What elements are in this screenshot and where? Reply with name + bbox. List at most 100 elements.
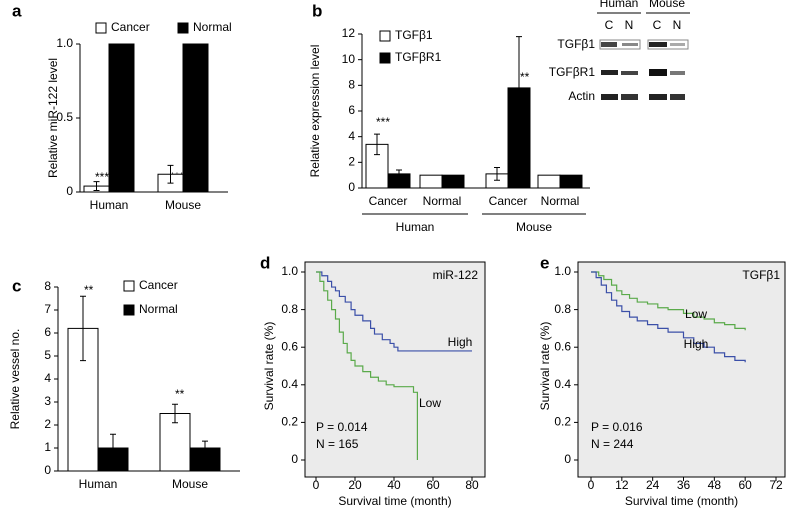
survival-curve bbox=[316, 271, 418, 460]
y-tick-label: 8 bbox=[348, 78, 355, 92]
annotation: ** bbox=[84, 283, 94, 297]
panel-label: b bbox=[312, 1, 322, 20]
bar bbox=[537, 174, 561, 189]
annotation: *** bbox=[95, 170, 109, 184]
y-axis-label: Relative vessel no. bbox=[8, 329, 22, 430]
y-tick-label: 2 bbox=[44, 417, 51, 431]
annotation: miR-122 bbox=[433, 268, 479, 282]
y-tick-label: 3 bbox=[44, 394, 51, 408]
y-tick-label: 1.0 bbox=[56, 36, 73, 50]
x-tick-label: 36 bbox=[677, 478, 691, 492]
x-tick-label: Cancer bbox=[489, 194, 528, 208]
y-tick-label: 0.8 bbox=[281, 302, 298, 316]
error-bar bbox=[172, 403, 178, 424]
legend-label: Normal bbox=[193, 20, 232, 34]
x-tick-label: Normal bbox=[541, 194, 580, 208]
y-axis-label: Survival rate (%) bbox=[538, 322, 552, 411]
error-bar bbox=[516, 36, 522, 140]
y-axis-label: Relative miR-122 level bbox=[46, 58, 60, 178]
x-axis-label: Survival time (month) bbox=[338, 494, 451, 508]
panel-label: a bbox=[12, 1, 22, 20]
blot-row: TGFβR1 bbox=[549, 65, 596, 79]
y-tick-label: 0.5 bbox=[56, 110, 73, 124]
error-bar bbox=[110, 433, 116, 463]
x-tick-label: 0 bbox=[588, 478, 595, 492]
curve-label: Low bbox=[685, 307, 707, 321]
blot-group: Mouse bbox=[649, 0, 685, 10]
x-tick-label: Human bbox=[90, 198, 129, 212]
x-tick-label: 80 bbox=[465, 478, 479, 492]
legend-swatch bbox=[379, 30, 391, 42]
y-tick-label: 0.6 bbox=[281, 339, 298, 353]
bar bbox=[419, 174, 443, 189]
plot-frame bbox=[577, 261, 786, 478]
survival-curve bbox=[591, 271, 746, 363]
x-tick-label: 40 bbox=[387, 478, 401, 492]
error-bar bbox=[396, 169, 402, 179]
legend-swatch bbox=[123, 304, 135, 316]
panel-label: e bbox=[540, 253, 549, 272]
plot-frame bbox=[304, 261, 486, 478]
error-bar bbox=[202, 440, 208, 456]
annotation: P = 0.014 bbox=[316, 420, 368, 434]
annotation: ** bbox=[175, 387, 185, 401]
y-tick-label: 2 bbox=[348, 155, 355, 169]
blot-lane: C bbox=[653, 18, 662, 32]
y-tick-label: 7 bbox=[44, 302, 51, 316]
y-tick-label: 0 bbox=[291, 452, 298, 466]
blot-lane: N bbox=[673, 18, 682, 32]
y-tick-label: 0 bbox=[44, 463, 51, 477]
y-axis-label: Survival rate (%) bbox=[262, 322, 276, 411]
y-tick-label: 6 bbox=[348, 103, 355, 117]
x-axis-label: Survival time (month) bbox=[625, 494, 738, 508]
error-bar bbox=[167, 164, 174, 184]
x-tick-label: 24 bbox=[646, 478, 660, 492]
survival-curve bbox=[591, 271, 746, 331]
y-tick-label: 0.2 bbox=[281, 415, 298, 429]
legend-swatch bbox=[177, 22, 189, 34]
x-tick-label: Mouse bbox=[172, 477, 208, 491]
annotation: ** bbox=[520, 70, 530, 84]
x-tick-label: Human bbox=[79, 477, 118, 491]
y-tick-label: 0 bbox=[66, 184, 73, 198]
x-tick-label: Mouse bbox=[165, 198, 201, 212]
y-tick-label: 0.6 bbox=[554, 339, 571, 353]
y-tick-label: 1 bbox=[44, 440, 51, 454]
y-tick-label: 0.4 bbox=[281, 377, 298, 391]
annotation: P = 0.016 bbox=[591, 420, 643, 434]
bar bbox=[441, 174, 465, 189]
x-tick-label: 12 bbox=[615, 478, 629, 492]
x-tick-label: 60 bbox=[738, 478, 752, 492]
legend-label: Cancer bbox=[139, 278, 178, 292]
y-tick-label: 4 bbox=[348, 129, 355, 143]
y-tick-label: 1.0 bbox=[281, 264, 298, 278]
error-bar bbox=[80, 295, 86, 362]
group-label: Mouse bbox=[516, 220, 552, 234]
y-tick-label: 1.0 bbox=[554, 264, 571, 278]
annotation: *** bbox=[376, 115, 390, 129]
x-tick-label: Normal bbox=[423, 194, 462, 208]
x-tick-label: 0 bbox=[313, 478, 320, 492]
y-tick-label: 10 bbox=[342, 52, 356, 66]
y-tick-label: 12 bbox=[342, 26, 356, 40]
curve-label: High bbox=[684, 337, 709, 351]
legend-swatch bbox=[379, 52, 391, 64]
x-tick-label: Cancer bbox=[369, 194, 408, 208]
blot-lane: C bbox=[605, 18, 614, 32]
blot-group: Human bbox=[600, 0, 639, 10]
y-tick-label: 0.2 bbox=[554, 415, 571, 429]
y-tick-label: 8 bbox=[44, 279, 51, 293]
y-tick-label: 0 bbox=[348, 180, 355, 194]
x-tick-label: 20 bbox=[348, 478, 362, 492]
blot-row: Actin bbox=[568, 89, 595, 103]
blot-bands bbox=[597, 12, 690, 100]
annotation: N = 244 bbox=[591, 437, 634, 451]
y-tick-label: 0.8 bbox=[554, 302, 571, 316]
x-tick-label: 72 bbox=[769, 478, 783, 492]
error-bar bbox=[93, 181, 100, 192]
legend-label: Cancer bbox=[111, 20, 150, 34]
legend-swatch bbox=[123, 280, 135, 292]
legend-label: TGFβR1 bbox=[395, 50, 442, 64]
panel-label: d bbox=[260, 253, 270, 272]
panel-label: c bbox=[12, 276, 21, 295]
